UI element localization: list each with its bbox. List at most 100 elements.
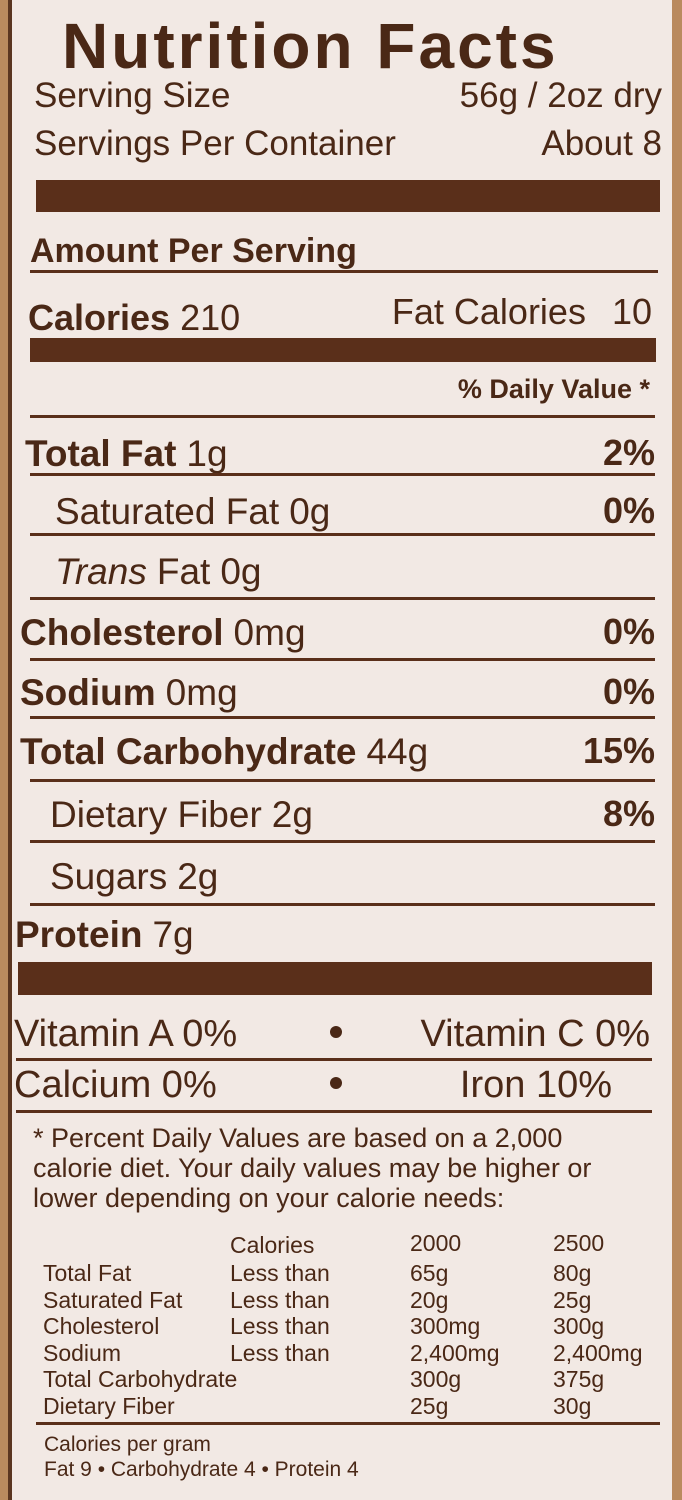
vitamin: Vitamin A 0% bbox=[14, 1013, 238, 1055]
table-value: 30g bbox=[553, 1392, 592, 1419]
rule bbox=[30, 473, 655, 476]
nutrient-name: Total Fat bbox=[25, 433, 177, 474]
table-value: 2,400mg bbox=[553, 1339, 643, 1366]
table-value: 80g bbox=[553, 1260, 592, 1286]
nutrient-row: Dietary Fiber 2g bbox=[50, 796, 313, 833]
table-header: 2500 bbox=[553, 1230, 605, 1256]
calories-per-gram-title: Calories per gram bbox=[44, 1433, 211, 1456]
nutrient-name: Sodium bbox=[20, 672, 156, 713]
table-name: Dietary Fiber bbox=[43, 1392, 175, 1419]
table-value: 2,400mg bbox=[410, 1339, 500, 1366]
bullet bbox=[330, 1026, 342, 1038]
serving-label: Serving Size bbox=[34, 76, 231, 115]
table-name: Saturated Fat bbox=[43, 1286, 183, 1313]
vitamin: Iron 10% bbox=[459, 1064, 612, 1106]
title: Nutrition Facts bbox=[62, 10, 559, 82]
nutrient-row: Sodium 0mg bbox=[20, 674, 238, 711]
table-value: 300g bbox=[410, 1366, 462, 1392]
nutrient-amount: 2g bbox=[271, 794, 313, 835]
serving-value: About 8 bbox=[541, 124, 662, 163]
daily-value: 0% bbox=[602, 671, 655, 712]
rule bbox=[30, 415, 655, 418]
rule bbox=[30, 658, 655, 661]
table-value: 300g bbox=[553, 1313, 605, 1339]
rule bbox=[30, 597, 655, 600]
daily-value: 2% bbox=[602, 432, 655, 473]
table-header: Calories bbox=[230, 1232, 315, 1258]
nutrition-label bbox=[8, 0, 672, 1500]
daily-value: 0% bbox=[602, 490, 655, 531]
nutrient-amount: 2g bbox=[177, 856, 219, 897]
serving-label: Servings Per Container bbox=[34, 124, 396, 163]
vitamin: Calcium 0% bbox=[14, 1064, 217, 1106]
nutrient-name: Protein bbox=[15, 914, 143, 955]
nutrient-row: Protein 7g bbox=[15, 916, 194, 953]
rule bbox=[30, 903, 655, 906]
rule bbox=[30, 533, 655, 536]
nutrient-row: Total Fat 1g bbox=[25, 435, 228, 472]
nutrient-name: Sugars bbox=[50, 856, 168, 897]
nutrient-row: Sugars 2g bbox=[50, 858, 218, 895]
nutrient-amount: 44g bbox=[366, 731, 429, 772]
nutrient-name: Saturated Fat bbox=[55, 491, 280, 532]
table-name: Total Fat bbox=[43, 1260, 132, 1286]
table-limit: Less than bbox=[230, 1313, 330, 1339]
nutrient-italic: Trans bbox=[55, 551, 147, 592]
calories-label: Calories bbox=[28, 297, 171, 338]
daily-value: 8% bbox=[602, 793, 655, 834]
nutrient-row: Saturated Fat 0g bbox=[55, 493, 330, 530]
table-value: 375g bbox=[553, 1366, 605, 1392]
footnote: calorie diet. Your daily values may be h… bbox=[33, 1153, 592, 1183]
table-name: Total Carbohydrate bbox=[43, 1366, 238, 1392]
rule bbox=[16, 1058, 652, 1061]
nutrient-amount: 0mg bbox=[165, 672, 238, 713]
nutrient-amount: 0g bbox=[289, 491, 331, 532]
rule bbox=[36, 1422, 660, 1425]
table-limit: Less than bbox=[230, 1260, 330, 1286]
nutrient-amount: 1g bbox=[186, 433, 228, 474]
footnote: * Percent Daily Values are based on a 2,… bbox=[33, 1123, 563, 1153]
footnote: lower depending on your calorie needs: bbox=[33, 1183, 505, 1213]
nutrient-amount: 0g bbox=[220, 551, 262, 592]
fat-calories: Fat Calories 10 bbox=[392, 294, 652, 330]
daily-value-header: % Daily Value * bbox=[457, 374, 650, 404]
table-limit: Less than bbox=[230, 1286, 330, 1313]
table-value: 300mg bbox=[410, 1313, 481, 1339]
nutrient-row: Cholesterol 0mg bbox=[20, 614, 306, 651]
amount-per-serving: Amount Per Serving bbox=[30, 232, 357, 270]
rule bbox=[16, 1110, 652, 1113]
nutrient-amount: 0mg bbox=[233, 612, 306, 653]
rule bbox=[30, 779, 655, 782]
fat-calories-value: 10 bbox=[611, 291, 652, 332]
table-name: Sodium bbox=[43, 1339, 121, 1366]
table-value: 65g bbox=[410, 1260, 449, 1286]
table-value: 25g bbox=[410, 1392, 449, 1419]
rule bbox=[30, 840, 655, 843]
nutrient-name: Dietary Fiber bbox=[50, 794, 262, 835]
rule bbox=[18, 962, 652, 995]
table-value: 25g bbox=[553, 1286, 592, 1313]
rule bbox=[30, 270, 658, 273]
nutrient-name: Fat bbox=[156, 551, 211, 592]
calories-row: Calories 210 bbox=[28, 300, 240, 336]
nutrient-row: Total Carbohydrate 44g bbox=[20, 733, 428, 770]
table-header: 2000 bbox=[410, 1230, 462, 1256]
bullet bbox=[330, 1077, 342, 1089]
calories-per-gram-text: Fat 9 • Carbohydrate 4 • Protein 4 bbox=[44, 1458, 359, 1481]
daily-value: 0% bbox=[602, 611, 655, 652]
table-value: 20g bbox=[410, 1286, 449, 1313]
fat-calories-label: Fat Calories bbox=[391, 291, 586, 332]
table-name: Cholesterol bbox=[43, 1313, 160, 1339]
calories-value: 210 bbox=[180, 297, 241, 338]
table-limit: Less than bbox=[230, 1339, 330, 1366]
nutrient-name: Total Carbohydrate bbox=[20, 731, 357, 772]
rule bbox=[30, 338, 656, 362]
vitamin: Vitamin C 0% bbox=[420, 1013, 650, 1055]
nutrient-row: Trans Fat 0g bbox=[55, 553, 261, 590]
rule bbox=[30, 716, 655, 719]
nutrient-amount: 7g bbox=[152, 914, 194, 955]
nutrient-name: Cholesterol bbox=[20, 612, 224, 653]
daily-value: 15% bbox=[582, 730, 655, 771]
rule bbox=[36, 180, 660, 212]
serving-value: 56g / 2oz dry bbox=[459, 76, 662, 115]
